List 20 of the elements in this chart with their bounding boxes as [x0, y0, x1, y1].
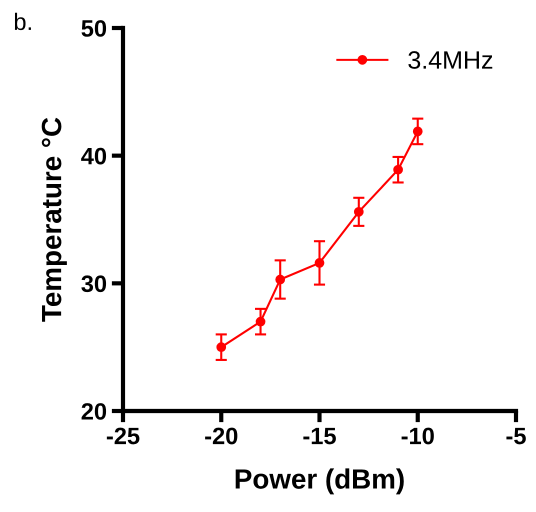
- x-tick-label: -10: [402, 428, 434, 444]
- point: [393, 164, 403, 175]
- x-tick-label: -25: [106, 428, 140, 444]
- y-tick-label: 30: [81, 275, 106, 292]
- y-tick-label: 50: [81, 20, 106, 37]
- x-tick-label: -5: [506, 428, 526, 444]
- point: [354, 206, 364, 217]
- point: [256, 316, 266, 326]
- y-tick-label: 20: [82, 403, 106, 420]
- y-axis-title: Temperature °C: [42, 118, 67, 322]
- point: [275, 274, 286, 284]
- x-tick-label: -15: [303, 428, 336, 444]
- point: [314, 258, 324, 268]
- legend-label: 3.4MHz: [408, 51, 492, 69]
- point: [412, 126, 423, 136]
- point: [216, 342, 226, 352]
- y-tick-label: 40: [81, 148, 106, 164]
- x-tick-label: -20: [205, 428, 238, 444]
- x-axis-title: Power (dBm): [236, 468, 404, 494]
- text: b.: [14, 12, 31, 30]
